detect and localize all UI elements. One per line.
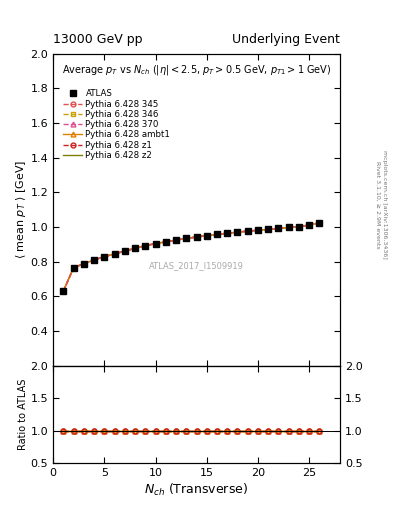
Text: Underlying Event: Underlying Event — [232, 33, 340, 46]
X-axis label: $N_{ch}$ (Transverse): $N_{ch}$ (Transverse) — [145, 482, 248, 499]
Y-axis label: Ratio to ATLAS: Ratio to ATLAS — [18, 379, 28, 450]
Text: Rivet 3.1.10, ≥ 2.9M events: Rivet 3.1.10, ≥ 2.9M events — [375, 161, 380, 249]
Text: mcplots.cern.ch [arXiv:1306.3436]: mcplots.cern.ch [arXiv:1306.3436] — [382, 151, 387, 259]
Legend: ATLAS, Pythia 6.428 345, Pythia 6.428 346, Pythia 6.428 370, Pythia 6.428 ambt1,: ATLAS, Pythia 6.428 345, Pythia 6.428 34… — [63, 89, 170, 160]
Text: ATLAS_2017_I1509919: ATLAS_2017_I1509919 — [149, 262, 244, 270]
Y-axis label: $\langle$ mean $p_T$ $\rangle$ [GeV]: $\langle$ mean $p_T$ $\rangle$ [GeV] — [14, 160, 28, 260]
Text: Average $p_T$ vs $N_{ch}$ ($|\eta| < 2.5$, $p_T > 0.5$ GeV, $p_{T1} > 1$ GeV): Average $p_T$ vs $N_{ch}$ ($|\eta| < 2.5… — [62, 63, 331, 77]
Text: 13000 GeV pp: 13000 GeV pp — [53, 33, 143, 46]
